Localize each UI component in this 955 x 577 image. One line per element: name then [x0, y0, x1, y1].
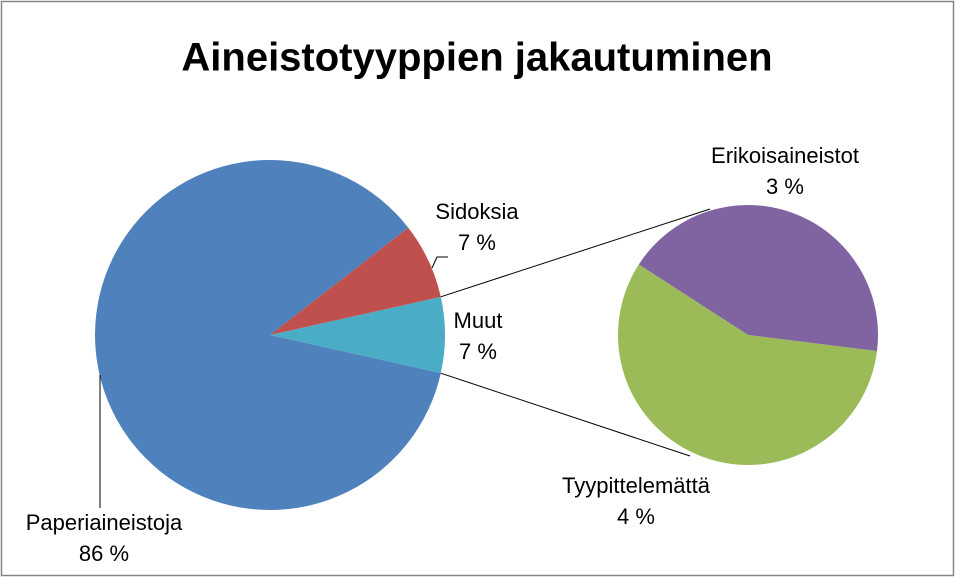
- data-label-value: 86 %: [79, 541, 129, 566]
- data-label-name: Erikoisaineistot: [711, 143, 859, 168]
- chart-title: Aineistotyyppien jakautuminen: [181, 36, 772, 80]
- data-label-value: 4 %: [617, 504, 655, 529]
- data-label-name: Tyypittelemättä: [562, 473, 711, 498]
- pie-slice: [94, 160, 441, 510]
- data-label-name: Paperiaineistoja: [26, 510, 183, 535]
- data-label-name: Sidoksia: [435, 199, 519, 224]
- pie-slice: [618, 264, 877, 466]
- data-label-name: Muut: [454, 308, 503, 333]
- pie-slice: [270, 296, 445, 374]
- pie-slice: [638, 205, 878, 352]
- connector-line: [440, 372, 691, 457]
- connector-line: [440, 208, 711, 298]
- leader-line: [431, 256, 448, 269]
- data-label-value: 3 %: [766, 174, 804, 199]
- pie-slice: [270, 227, 441, 335]
- data-label-value: 7 %: [458, 230, 496, 255]
- data-label-value: 7 %: [459, 339, 497, 364]
